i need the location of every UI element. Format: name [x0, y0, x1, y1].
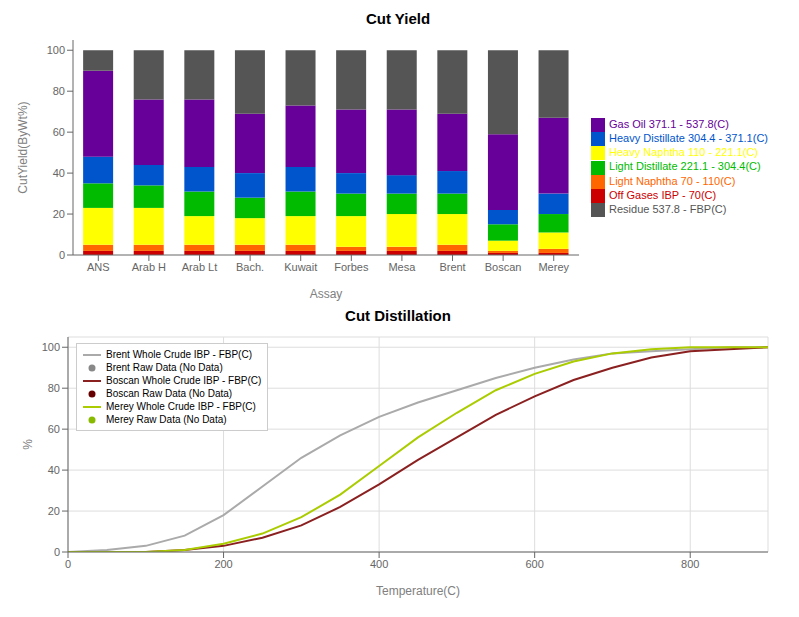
html-text:Brent Whole Crude IBP - FBP(C): Brent Whole Crude IBP - FBP(C): [106, 349, 252, 360]
html-text:Cut Distillation: Cut Distillation: [345, 307, 451, 324]
html-text:Light Distillate 221.1 - 304.4: Light Distillate 221.1 - 304.4(C): [609, 160, 761, 173]
svg-text:80: 80: [53, 85, 65, 97]
html-text:Boscan Whole Crude IBP - FBP(C: Boscan Whole Crude IBP - FBP(C): [106, 375, 262, 386]
svg-text:Mesa: Mesa: [388, 261, 416, 273]
svg-text:Brent: Brent: [439, 261, 465, 273]
svg-text:Bach.: Bach.: [236, 261, 264, 273]
html-text:Cut Yield: Cut Yield: [365, 10, 431, 27]
html-text:Boscan Raw Data (No Data): Boscan Raw Data (No Data): [106, 388, 233, 399]
html-text:Merey Raw Data (No Data): Merey Raw Data (No Data): [106, 414, 227, 425]
html-text:Heavy Naphtha 110 - 221.1(C): Heavy Naphtha 110 - 221.1(C): [609, 146, 758, 159]
svg-text:100: 100: [47, 44, 65, 56]
svg-text:%: %: [21, 439, 35, 450]
html-text:Heavy Distillate 304.4 - 371.1: Heavy Distillate 304.4 - 371.1(C): [609, 132, 768, 145]
svg-text:Boscan: Boscan: [485, 261, 522, 273]
svg-text:0: 0: [54, 546, 60, 558]
svg-text:Forbes: Forbes: [334, 261, 369, 273]
svg-text:Kuwait: Kuwait: [284, 261, 317, 273]
svg-text:80: 80: [48, 382, 60, 394]
svg-text:400: 400: [370, 558, 388, 570]
svg-text:600: 600: [525, 558, 543, 570]
svg-text:ANS: ANS: [87, 261, 110, 273]
svg-text:0: 0: [59, 249, 65, 261]
html-text:Light Naphtha 70 - 110(C): Light Naphtha 70 - 110(C): [609, 174, 736, 187]
svg-text:60: 60: [48, 423, 60, 435]
svg-text:100: 100: [42, 341, 60, 353]
svg-text:200: 200: [214, 558, 232, 570]
html-text:Merey Whole Crude IBP - FBP(C): Merey Whole Crude IBP - FBP(C): [106, 401, 256, 412]
svg-text:Arab Lt: Arab Lt: [182, 261, 217, 273]
svg-text:20: 20: [53, 208, 65, 220]
html-text:Off Gases IBP - 70(C): Off Gases IBP - 70(C): [609, 188, 717, 201]
svg-text:40: 40: [48, 464, 60, 476]
svg-text:60: 60: [53, 126, 65, 138]
svg-text:Temperature(C): Temperature(C): [376, 584, 460, 598]
svg-text:Assay: Assay: [310, 287, 343, 301]
html-text:Residue 537.8 - FBP(C): Residue 537.8 - FBP(C): [609, 202, 727, 215]
svg-text:Merey: Merey: [538, 261, 569, 273]
svg-text:20: 20: [48, 505, 60, 517]
svg-text:CutYield(ByWt%): CutYield(ByWt%): [16, 101, 30, 193]
svg-text:800: 800: [681, 558, 699, 570]
html-text:Gas Oil 371.1 - 537.8(C): Gas Oil 371.1 - 537.8(C): [609, 118, 729, 131]
html-text:Brent Raw Data (No Data): Brent Raw Data (No Data): [106, 362, 223, 373]
svg-text:40: 40: [53, 167, 65, 179]
svg-text:Arab H: Arab H: [132, 261, 166, 273]
svg-text:0: 0: [65, 558, 71, 570]
